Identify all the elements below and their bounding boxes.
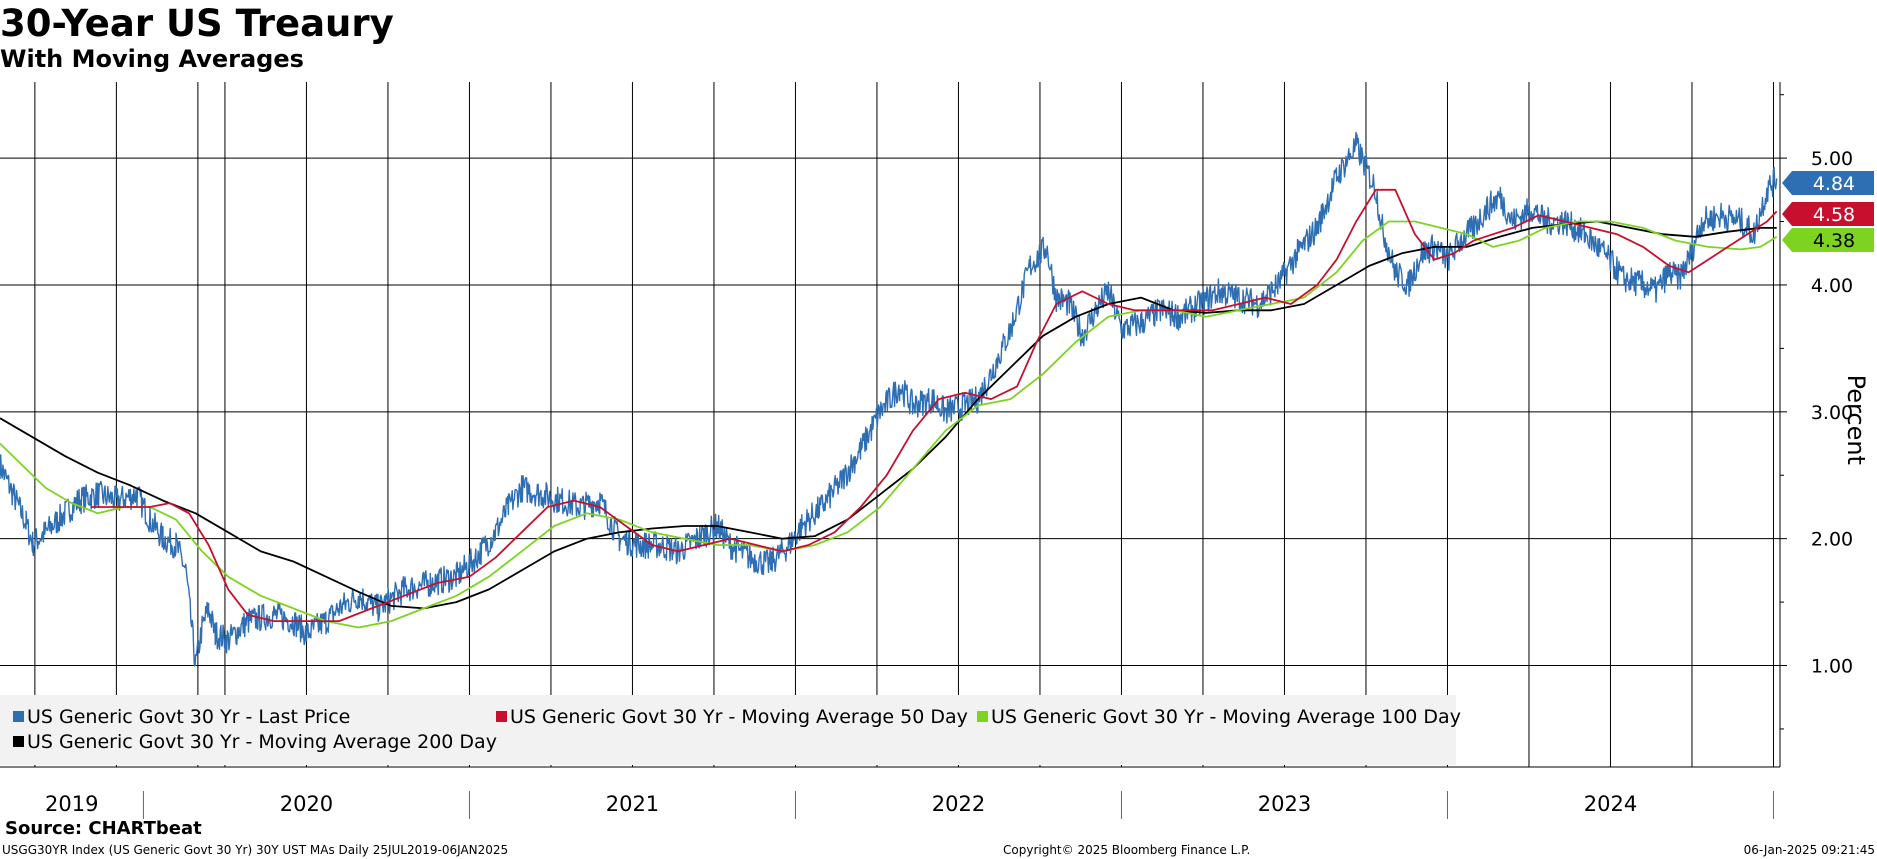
last-price-line	[0, 131, 1778, 667]
legend-item-ma50: US Generic Govt 30 Yr - Moving Average 5…	[483, 705, 968, 729]
last-value-tag	[1782, 171, 1874, 195]
x-year-label: 2022	[932, 792, 985, 816]
series-lines	[0, 131, 1778, 667]
axes: 1.00 2.00 3.00 4.00 5.00 Percent 2019 2020 2021 2…	[0, 82, 1870, 819]
footer-copyright: Copyright© 2025 Bloomberg Finance L.P.	[1003, 843, 1251, 857]
legend-label-last-price: US Generic Govt 30 Yr - Last Price	[27, 706, 351, 728]
legend-label-ma200: US Generic Govt 30 Yr - Moving Average 2…	[27, 731, 497, 753]
last-value-tag	[1782, 202, 1874, 226]
last-value-labels: 4.84 4.58 4.38	[1782, 171, 1874, 252]
y-tick-label: 4.00	[1811, 275, 1853, 297]
last-value-text: 4.38	[1813, 230, 1855, 252]
y-tick-label: 1.00	[1811, 656, 1853, 678]
legend-label-ma100: US Generic Govt 30 Yr - Moving Average 1…	[991, 706, 1461, 728]
last-value-text: 4.58	[1813, 204, 1855, 226]
x-year-label: 2019	[45, 792, 98, 816]
y-axis-title: Percent	[1842, 375, 1870, 465]
y-tick-label: 5.00	[1811, 148, 1853, 170]
ma50-line	[91, 188, 1778, 622]
x-year-label: 2021	[606, 792, 659, 816]
legend-label-ma50: US Generic Govt 30 Yr - Moving Average 5…	[510, 706, 968, 728]
chart-title: 30-Year US Treaury	[0, 2, 394, 45]
legend-swatch-last-price	[13, 711, 24, 722]
x-year-label: 2023	[1258, 792, 1311, 816]
source-note: Source: CHARTbeat	[5, 818, 202, 839]
footer-timestamp: 06-Jan-2025 09:21:45	[1743, 843, 1875, 857]
y-tick-label: 3.00	[1811, 402, 1853, 424]
gridlines	[0, 82, 1780, 767]
legend-item-ma100: US Generic Govt 30 Yr - Moving Average 1…	[964, 705, 1461, 729]
legend-item-last-price: US Generic Govt 30 Yr - Last Price	[0, 705, 350, 729]
legend-swatch-ma200	[13, 736, 24, 747]
last-value-tag	[1782, 228, 1874, 252]
footer-index-info: USGG30YR Index (US Generic Govt 30 Yr) 3…	[2, 843, 509, 857]
legend-item-ma200: US Generic Govt 30 Yr - Moving Average 2…	[0, 730, 497, 754]
chart-subtitle: With Moving Averages	[0, 45, 304, 73]
legend-swatch-ma50	[496, 711, 507, 722]
x-year-label: 2024	[1584, 792, 1637, 816]
legend: US Generic Govt 30 Yr - Last Price US Ge…	[0, 695, 1461, 765]
ma200-line	[0, 220, 1777, 610]
last-value-text: 4.84	[1813, 173, 1855, 195]
y-tick-label: 2.00	[1811, 529, 1853, 551]
legend-swatch-ma100	[977, 711, 988, 722]
ma100-line	[0, 220, 1778, 629]
x-year-label: 2020	[280, 792, 333, 816]
